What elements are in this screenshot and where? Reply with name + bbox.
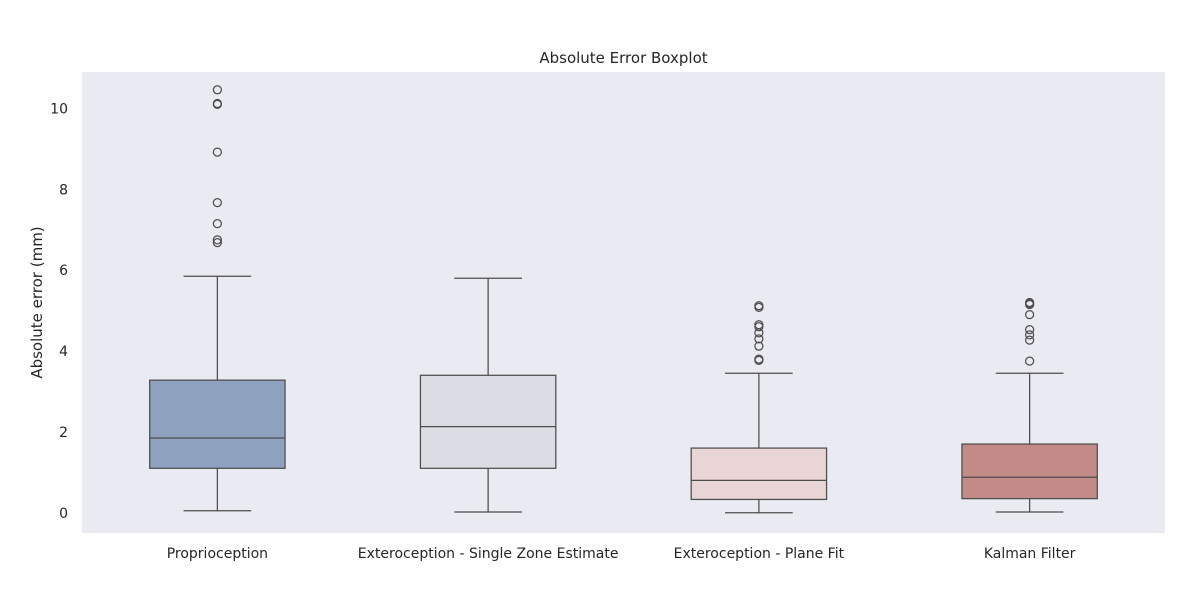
- y-axis-label: Absolute error (mm): [28, 226, 46, 378]
- outlier-point: [1025, 330, 1035, 340]
- outlier-point: [754, 301, 764, 311]
- outlier-point: [1025, 310, 1035, 320]
- outlier-point: [1025, 297, 1035, 308]
- box-iqr: [149, 379, 286, 469]
- y-tick-label: 2: [59, 425, 68, 441]
- y-tick-label: 0: [59, 506, 68, 522]
- y-axis-ticks: 0 2 4 6 8 10: [50, 101, 68, 521]
- x-tick-label: Exteroception - Plane Fit: [674, 546, 845, 562]
- outlier-point: [1025, 324, 1035, 335]
- outlier-point: [754, 320, 764, 330]
- y-tick-label: 4: [59, 344, 68, 360]
- box-iqr: [961, 443, 1098, 500]
- box-group: [149, 85, 286, 512]
- box-iqr: [419, 374, 557, 469]
- box-group: [961, 297, 1098, 513]
- y-tick-label: 6: [59, 263, 68, 279]
- box-iqr: [690, 447, 828, 501]
- x-tick-label: Kalman Filter: [984, 546, 1076, 562]
- chart-title: Absolute Error Boxplot: [539, 49, 707, 67]
- outlier-point: [212, 235, 222, 245]
- x-tick-label: Exteroception - Single Zone Estimate: [358, 546, 619, 562]
- box-group: [419, 277, 557, 513]
- outlier-point: [212, 197, 222, 208]
- outlier-point: [754, 334, 764, 344]
- outlier-point: [212, 85, 222, 95]
- outlier-point: [212, 219, 222, 229]
- outlier-point: [1025, 335, 1035, 345]
- y-tick-label: 10: [50, 101, 68, 117]
- outlier-point: [754, 341, 764, 351]
- y-tick-label: 8: [59, 182, 68, 198]
- x-tick-label: Proprioception: [167, 546, 268, 562]
- outlier-point: [212, 147, 222, 157]
- outlier-point: [212, 98, 222, 109]
- x-axis-labels: Proprioception Exteroception - Single Zon…: [167, 546, 1076, 562]
- box-group: [690, 301, 828, 514]
- outlier-point: [212, 238, 222, 248]
- outlier-point: [1025, 356, 1035, 366]
- box-series: [149, 85, 1098, 514]
- outlier-point: [754, 354, 764, 364]
